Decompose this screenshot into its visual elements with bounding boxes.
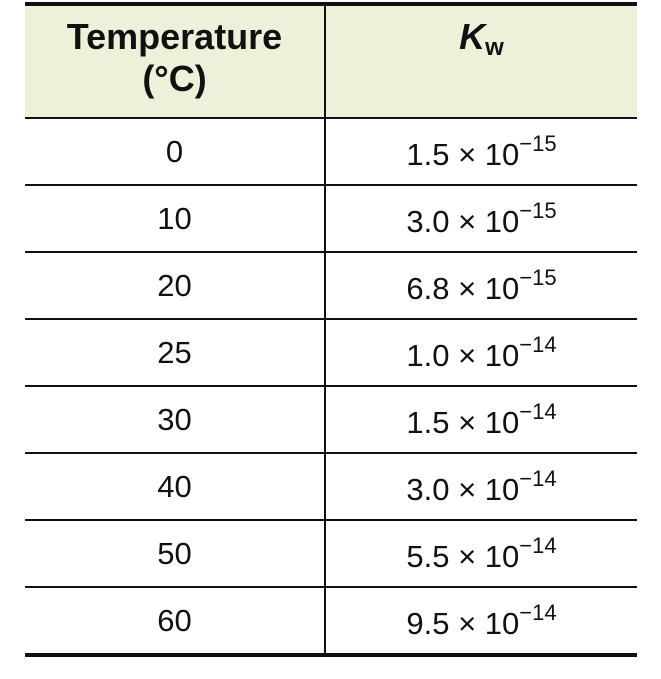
kw-header: Kw xyxy=(325,4,637,118)
kw-exponent: −14 xyxy=(519,599,557,625)
table-header: Temperature (°C) Kw xyxy=(25,4,637,118)
table-row: 40 3.0 × 10−14 xyxy=(25,453,637,521)
kw-subscript: w xyxy=(485,34,504,61)
kw-exponent: −15 xyxy=(519,264,557,290)
kw-exponent: −15 xyxy=(519,197,557,223)
header-line: Temperature xyxy=(66,16,283,57)
temperature-cell: 20 xyxy=(25,252,326,320)
temperature-header: Temperature (°C) xyxy=(25,4,326,118)
kw-symbol: K xyxy=(459,16,486,57)
table-row: 50 5.5 × 10−14 xyxy=(25,520,637,588)
temperature-cell: 40 xyxy=(25,453,326,521)
kw-cell: 1.5 × 10−15 xyxy=(325,118,637,186)
temperature-cell: 10 xyxy=(25,185,326,253)
kw-coefficient: 6.8 × 10 xyxy=(406,270,520,306)
header-row: Temperature (°C) Kw xyxy=(25,4,637,118)
kw-coefficient: 3.0 × 10 xyxy=(406,471,520,507)
kw-exponent: −15 xyxy=(519,130,557,156)
kw-cell: 1.0 × 10−14 xyxy=(325,319,637,387)
kw-cell: 9.5 × 10−14 xyxy=(325,587,637,657)
temperature-cell: 30 xyxy=(25,386,326,454)
table-row: 20 6.8 × 10−15 xyxy=(25,252,637,320)
kw-cell: 1.5 × 10−14 xyxy=(325,386,637,454)
table-row: 30 1.5 × 10−14 xyxy=(25,386,637,454)
header-line: (°C) xyxy=(142,58,207,99)
kw-cell: 5.5 × 10−14 xyxy=(325,520,637,588)
kw-coefficient: 1.5 × 10 xyxy=(406,404,520,440)
table-row: 60 9.5 × 10−14 xyxy=(25,587,637,657)
table-row: 10 3.0 × 10−15 xyxy=(25,185,637,253)
kw-coefficient: 1.5 × 10 xyxy=(406,136,520,172)
kw-coefficient: 1.0 × 10 xyxy=(406,337,520,373)
table-row: 0 1.5 × 10−15 xyxy=(25,118,637,186)
kw-exponent: −14 xyxy=(519,465,557,491)
kw-cell: 3.0 × 10−15 xyxy=(325,185,637,253)
table-row: 25 1.0 × 10−14 xyxy=(25,319,637,387)
kw-table: Temperature (°C) Kw 0 1.5 × 10−15 10 3.0 × … xyxy=(25,2,637,657)
kw-coefficient: 5.5 × 10 xyxy=(406,538,520,574)
kw-cell: 3.0 × 10−14 xyxy=(325,453,637,521)
kw-exponent: −14 xyxy=(519,532,557,558)
temperature-cell: 60 xyxy=(25,587,326,657)
kw-coefficient: 3.0 × 10 xyxy=(406,203,520,239)
kw-coefficient: 9.5 × 10 xyxy=(406,605,520,641)
table-body: 0 1.5 × 10−15 10 3.0 × 10−15 20 6.8 × 10−15 25… xyxy=(25,118,637,657)
temperature-cell: 50 xyxy=(25,520,326,588)
kw-exponent: −14 xyxy=(519,398,557,424)
temperature-cell: 0 xyxy=(25,118,326,186)
kw-cell: 6.8 × 10−15 xyxy=(325,252,637,320)
kw-exponent: −14 xyxy=(519,331,557,357)
temperature-cell: 25 xyxy=(25,319,326,387)
